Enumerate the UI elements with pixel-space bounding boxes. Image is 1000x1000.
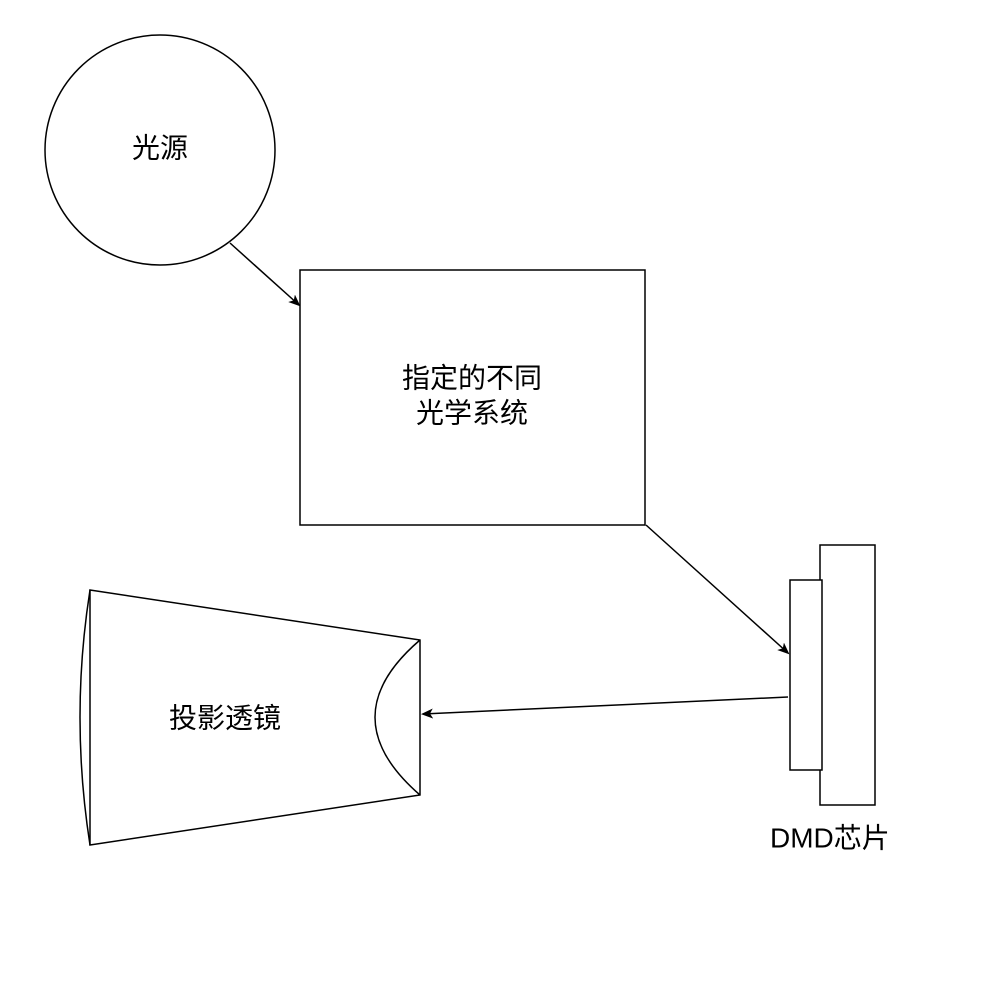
lens-front-arc: [375, 640, 420, 795]
lens-label: 投影透镜: [169, 702, 281, 733]
lens-back-arc: [80, 590, 90, 845]
node-optical-system: 指定的不同 光学系统: [300, 270, 645, 525]
edges: [230, 243, 788, 714]
diagram-canvas: 光源 指定的不同 光学系统 DMD芯片 投影透镜: [0, 0, 1000, 1000]
optical-system-label-1: 指定的不同: [402, 362, 542, 393]
node-projection-lens: 投影透镜: [80, 590, 420, 845]
light-source-label: 光源: [132, 132, 188, 163]
dmd-label: DMD芯片: [770, 822, 890, 853]
edge-system-to-dmd: [646, 525, 788, 653]
dmd-front-plate: [790, 580, 822, 770]
optical-system-label-2: 光学系统: [416, 397, 528, 428]
edge-dmd-to-lens: [423, 697, 788, 714]
node-dmd-chip: DMD芯片: [770, 545, 890, 853]
edge-source-to-system: [230, 243, 299, 305]
dmd-back-plate: [820, 545, 875, 805]
node-light-source: 光源: [45, 35, 275, 265]
